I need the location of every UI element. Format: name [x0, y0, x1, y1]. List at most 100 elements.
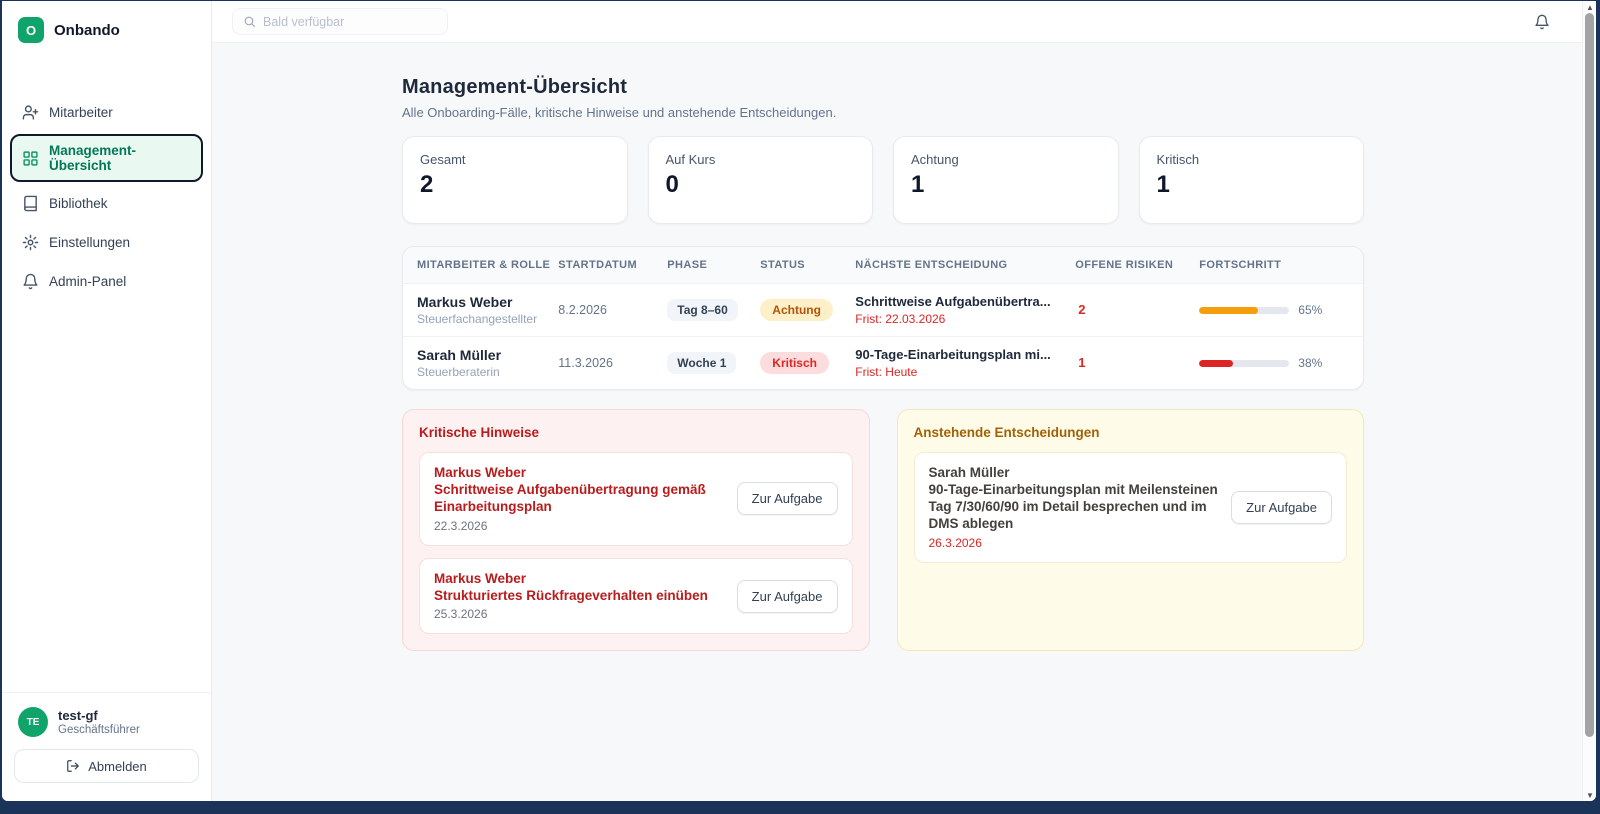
bell-icon	[22, 273, 39, 290]
col-header-status: STATUS	[760, 247, 856, 284]
table-row[interactable]: Sarah Müller Steuerberaterin 11.3.2026 W…	[403, 336, 1363, 389]
panel-title: Kritische Hinweise	[419, 425, 540, 440]
progress-track	[1199, 306, 1290, 314]
vertical-scrollbar[interactable]: ▲ ▼	[1582, 1, 1596, 801]
user-name: test-gf	[58, 708, 98, 723]
avatar: TE	[18, 707, 48, 737]
critical-alerts-panel: Kritische Hinweise Markus Weber Schrittw…	[402, 409, 870, 652]
progress-label: 38%	[1298, 356, 1323, 370]
sidebar-item-einstellungen[interactable]: Einstellungen	[10, 225, 203, 260]
col-header-fortschritt: FORTSCHRITT	[1199, 247, 1363, 284]
start-date: 8.2.2026	[558, 303, 607, 317]
progress: 65%	[1199, 303, 1355, 317]
stat-label: Kritisch	[1156, 152, 1200, 167]
employee-name: Sarah Müller	[417, 347, 502, 363]
stat-value: 2	[420, 171, 434, 198]
brand-name: Onbando	[54, 21, 120, 39]
critical-alert-item: Markus Weber Schrittweise Aufgabenübertr…	[419, 452, 853, 546]
user-info: TE test-gf Geschäftsführer	[14, 707, 199, 749]
stat-label: Achtung	[911, 152, 959, 167]
col-header-phase: PHASE	[667, 247, 761, 284]
stat-value: 1	[1156, 171, 1170, 198]
pending-decision-item: Sarah Müller 90-Tage-Einarbeitungsplan m…	[913, 452, 1347, 563]
user-plus-icon	[22, 104, 39, 121]
grid-icon	[22, 150, 39, 167]
col-header-entscheidung: NÄCHSTE ENTSCHEIDUNG	[855, 247, 1076, 284]
alert-date: 25.3.2026	[434, 607, 488, 622]
progress-label: 65%	[1298, 303, 1323, 317]
search-box[interactable]	[232, 8, 448, 35]
status-badge: Achtung	[760, 299, 833, 321]
onboarding-table: MITARBEITER & ROLLE STARTDATUM PHASE STA…	[402, 246, 1364, 390]
gear-icon	[22, 234, 39, 251]
progress-fill	[1199, 359, 1234, 367]
employee-role: Steuerberaterin	[417, 365, 500, 379]
open-risks-count: 1	[1078, 355, 1086, 370]
scroll-down-arrow[interactable]: ▼	[1586, 790, 1594, 800]
stat-value: 0	[665, 171, 679, 198]
critical-alert-item: Markus Weber Strukturiertes Rückfragever…	[419, 557, 853, 635]
main-content: Management-Übersicht Alle Onboarding-Fäl…	[212, 43, 1582, 801]
sidebar-item-label: Mitarbeiter	[49, 105, 113, 120]
decision-date: 26.3.2026	[928, 535, 982, 550]
employee-role: Steuerfachangestellter	[417, 312, 538, 326]
sidebar-item-label: Management-Übersicht	[49, 143, 137, 173]
alert-employee-name: Markus Weber	[434, 465, 527, 480]
app-root: O Onbando Mitarbeiter Management-Übersic…	[2, 1, 1596, 801]
book-icon	[22, 195, 39, 212]
go-to-task-button[interactable]: Zur Aufgabe	[736, 482, 838, 516]
bell-icon	[1535, 14, 1549, 29]
stat-cards: Gesamt 2 Auf Kurs 0 Achtung 1 Kritisch	[402, 136, 1364, 224]
decision-title: 90-Tage-Einarbeitungsplan mi...	[855, 347, 1051, 362]
user-role: Geschäftsführer	[58, 724, 140, 736]
sidebar-item-label: Admin-Panel	[49, 274, 127, 289]
sidebar-item-bibliothek[interactable]: Bibliothek	[10, 186, 203, 221]
alert-employee-name: Markus Weber	[434, 570, 527, 586]
progress-fill	[1199, 306, 1258, 314]
alert-task: Strukturiertes Rückfrageverhalten einübe…	[434, 587, 708, 603]
decision-title: Schrittweise Aufgabenübertra...	[855, 294, 1051, 309]
scroll-up-arrow[interactable]: ▲	[1586, 2, 1594, 12]
decision-deadline: Frist: Heute	[855, 365, 918, 379]
phase-badge: Woche 1	[667, 352, 737, 374]
search-input[interactable]	[263, 14, 437, 29]
sidebar-footer: TE test-gf Geschäftsführer Abmelden	[2, 692, 211, 801]
pending-decisions-panel: Anstehende Entscheidungen Sarah Müller 9…	[896, 409, 1364, 652]
decision-task: 90-Tage-Einarbeitungsplan mit Meilenstei…	[928, 481, 1218, 531]
col-header-startdatum: STARTDATUM	[558, 247, 668, 284]
stat-label: Auf Kurs	[665, 152, 716, 167]
table-row[interactable]: Markus Weber Steuerfachangestellter 8.2.…	[403, 283, 1363, 337]
sidebar-item-management-uebersicht[interactable]: Management-Übersicht	[10, 134, 203, 182]
col-header-mitarbeiter: MITARBEITER & ROLLE	[403, 247, 559, 284]
sidebar-item-label: Einstellungen	[49, 235, 131, 250]
go-to-task-button[interactable]: Zur Aufgabe	[1231, 490, 1332, 524]
stat-card-gesamt: Gesamt 2	[402, 136, 628, 224]
topbar	[212, 1, 1582, 43]
stat-card-auf-kurs: Auf Kurs 0	[647, 136, 873, 224]
alert-task: Schrittweise Aufgabenübertragung gemäß E…	[434, 481, 706, 514]
notifications-button[interactable]	[1530, 10, 1554, 34]
sidebar-item-admin-panel[interactable]: Admin-Panel	[10, 264, 203, 299]
status-badge: Kritisch	[760, 352, 829, 374]
page-title: Management-Übersicht	[402, 76, 628, 98]
logout-label: Abmelden	[88, 758, 147, 774]
brand: O Onbando	[2, 1, 211, 57]
employee-name: Markus Weber	[417, 294, 513, 310]
progress-track	[1199, 359, 1290, 367]
col-header-risiken: OFFENE RISIKEN	[1075, 247, 1200, 284]
stat-card-kritisch: Kritisch 1	[1138, 136, 1364, 224]
logout-icon	[67, 760, 80, 772]
stat-label: Gesamt	[420, 152, 466, 167]
table-header-row: MITARBEITER & ROLLE STARTDATUM PHASE STA…	[403, 247, 1363, 284]
go-to-task-button[interactable]: Zur Aufgabe	[736, 579, 838, 613]
logout-button[interactable]: Abmelden	[14, 749, 199, 783]
sidebar-nav: Mitarbeiter Management-Übersicht Bibliot…	[2, 57, 211, 299]
scrollbar-thumb[interactable]	[1585, 13, 1594, 737]
stat-card-achtung: Achtung 1	[893, 136, 1119, 224]
phase-badge: Tag 8–60	[667, 299, 738, 321]
sidebar-item-mitarbeiter[interactable]: Mitarbeiter	[10, 95, 203, 130]
sidebar: O Onbando Mitarbeiter Management-Übersic…	[2, 1, 212, 801]
brand-logo-icon: O	[18, 17, 44, 43]
sidebar-item-label: Bibliothek	[49, 196, 108, 211]
